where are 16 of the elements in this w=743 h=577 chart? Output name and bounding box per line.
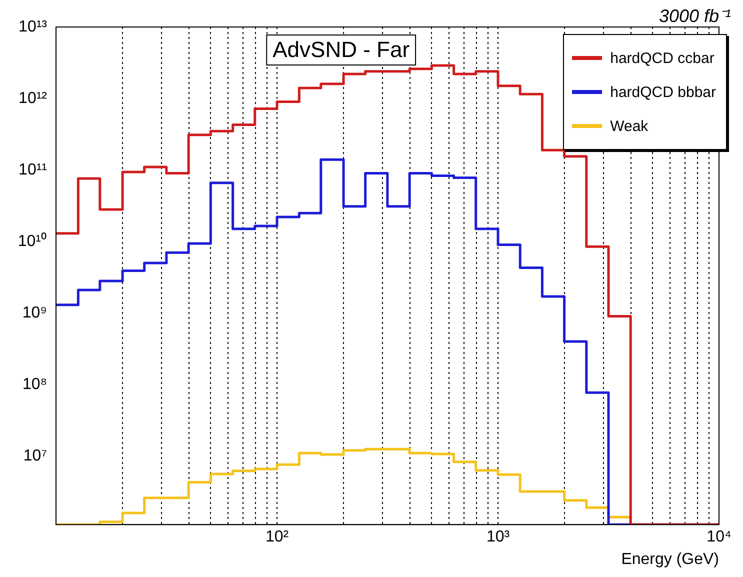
y-tick-label: 10⁹ — [22, 304, 47, 322]
legend-label: Weak — [610, 118, 648, 134]
x-tick-label: 10³ — [486, 528, 510, 546]
y-tick-label: 10¹¹ — [18, 161, 47, 178]
legend-label: hardQCD ccbar — [610, 50, 714, 66]
y-tick-label: 10¹⁰ — [18, 232, 47, 250]
y-tick-label: 10⁸ — [22, 376, 47, 393]
x-tick-label: 10² — [265, 528, 290, 546]
y-tick-label: 10¹³ — [18, 18, 48, 36]
legend-label: hardQCD bbbar — [610, 84, 716, 100]
text: 3000 fb⁻¹ — [658, 6, 731, 26]
y-tick-label: 10¹² — [18, 90, 48, 107]
x-axis-title: Energy (GeV) — [621, 550, 719, 568]
x-tick-label: 10⁴ — [706, 528, 732, 546]
y-tick-label: 10⁷ — [23, 447, 48, 464]
text: AdvSND - Far — [272, 37, 410, 62]
